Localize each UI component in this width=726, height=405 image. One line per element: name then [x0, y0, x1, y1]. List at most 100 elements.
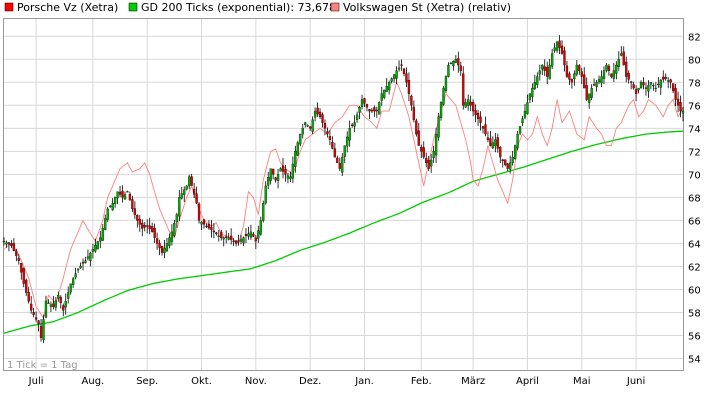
candle-body	[449, 62, 453, 65]
series-volkswagen	[3, 80, 684, 320]
candle-body	[373, 107, 376, 112]
candle-body	[513, 145, 517, 159]
candle-body	[301, 128, 304, 135]
candle-body	[392, 74, 396, 79]
candle-body	[42, 319, 45, 341]
candle-body	[30, 303, 33, 311]
x-tick-label: Juli	[28, 376, 44, 387]
candle-body	[281, 165, 285, 172]
candle-body	[257, 230, 260, 239]
candle-body	[474, 110, 477, 116]
candle-body	[247, 233, 250, 237]
candle-body	[486, 137, 490, 140]
candle-body	[220, 231, 223, 238]
candle-body	[299, 133, 302, 145]
candle-body	[341, 156, 344, 173]
candle-body	[47, 302, 50, 304]
tick-note: 1 Tick = 1 Tag	[7, 360, 78, 371]
series-line	[3, 80, 684, 320]
y-tick-label: 66	[688, 216, 701, 227]
candle-body	[296, 142, 299, 156]
candle-body	[667, 80, 670, 82]
legend-swatch-vw	[330, 2, 340, 12]
candle-body	[123, 194, 127, 200]
candle-body	[54, 300, 58, 308]
candle-body	[20, 263, 23, 273]
candle-body	[306, 125, 309, 127]
candle-body	[252, 233, 255, 237]
x-tick-label: Dez.	[299, 376, 321, 387]
x-tick-label: Mai	[573, 376, 591, 387]
candle-body	[158, 243, 161, 249]
candle-body	[437, 116, 440, 138]
candle-body	[348, 128, 351, 141]
candle-body	[368, 109, 371, 112]
candle-body	[62, 305, 65, 311]
candle-body	[592, 84, 596, 86]
candle-body	[217, 235, 220, 237]
legend-swatch-gd200	[128, 2, 138, 12]
candle-body	[669, 79, 672, 83]
candle-body	[570, 78, 574, 83]
candle-body	[274, 177, 277, 181]
candle-body	[380, 93, 383, 101]
candle-body	[491, 142, 495, 149]
candle-body	[121, 190, 124, 198]
candle-body	[59, 296, 62, 303]
candle-body	[422, 147, 425, 158]
candle-body	[96, 241, 99, 250]
candle-body	[34, 317, 38, 320]
candle-body	[457, 58, 460, 66]
candle-body	[612, 70, 616, 79]
candle-body	[452, 61, 455, 66]
candle-body	[662, 76, 665, 80]
candle-body	[99, 237, 102, 242]
candle-body	[178, 197, 181, 217]
candle-body	[580, 71, 583, 77]
x-tick-label: Feb.	[411, 376, 432, 387]
candle-body	[484, 124, 487, 135]
candle-body	[676, 98, 680, 106]
candle-body	[511, 156, 514, 163]
candle-body	[74, 273, 77, 278]
candle-body	[126, 191, 129, 193]
candle-body	[536, 76, 539, 85]
candle-body	[262, 202, 265, 221]
candle-body	[654, 87, 657, 89]
candle-body	[69, 283, 72, 293]
y-tick-label: 60	[688, 285, 701, 296]
candle-body	[479, 116, 482, 123]
legend-label-gd200: GD 200 Ticks (exponential): 73,678	[141, 1, 336, 14]
candle-body	[548, 64, 551, 80]
candle-body	[644, 87, 648, 89]
candle-body	[10, 243, 13, 246]
candle-body	[595, 82, 598, 87]
legend: Porsche Vz (Xetra) GD 200 Ticks (exponen…	[4, 1, 511, 14]
candle-body	[284, 169, 287, 175]
candle-body	[286, 175, 290, 179]
y-tick-label: 54	[688, 354, 701, 365]
candle-body	[533, 82, 537, 89]
candle-body	[276, 174, 280, 181]
candle-body	[620, 53, 623, 56]
candle-body	[400, 64, 403, 66]
candle-body	[104, 218, 107, 230]
candle-body	[499, 146, 502, 158]
candle-body	[526, 102, 529, 115]
candle-body	[558, 40, 561, 48]
candle-body	[269, 168, 272, 181]
candle-body	[647, 85, 650, 92]
candle-body	[222, 237, 225, 240]
candle-body	[86, 256, 90, 259]
candle-body	[113, 197, 117, 205]
candle-body	[91, 249, 95, 252]
candle-body	[417, 130, 420, 146]
candle-body	[160, 246, 164, 253]
candle-body	[467, 99, 470, 106]
x-tick-label: Jan.	[354, 376, 374, 387]
candle-body	[79, 265, 82, 269]
candle-body	[106, 208, 109, 220]
y-tick-label: 80	[688, 55, 701, 66]
candle-body	[175, 214, 178, 223]
candle-body	[395, 70, 398, 79]
